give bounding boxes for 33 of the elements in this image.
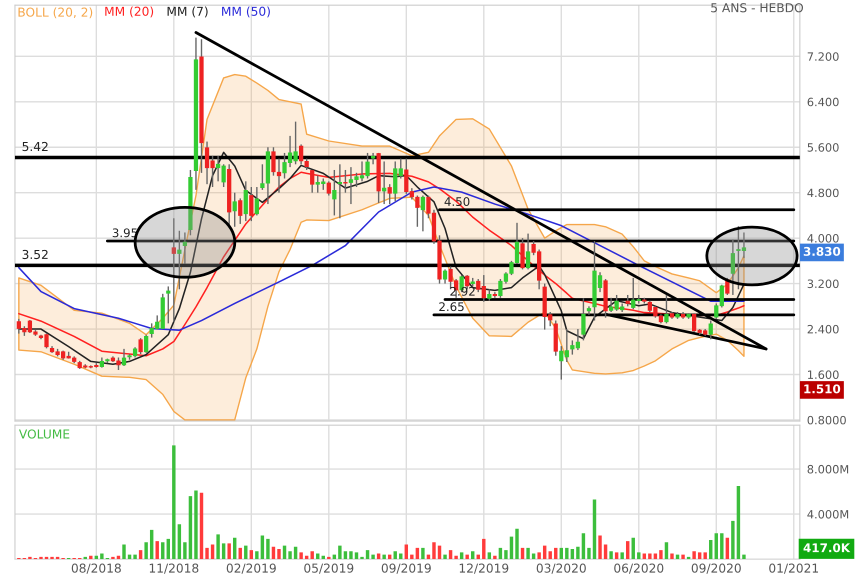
y-tick-label: 3.200: [808, 279, 839, 288]
x-tick-label: 09/2020: [692, 564, 741, 574]
series-label: 2.65: [439, 302, 464, 312]
y-tick-label: 5.600: [808, 143, 839, 152]
x-tick-label: 11/2018: [150, 564, 198, 574]
y-tick-label: 4.000: [807, 234, 839, 243]
x-tick-label: 01/2021: [769, 564, 818, 574]
x-tick-label: 05/2019: [304, 564, 354, 574]
x-tick-label: 09/2019: [382, 564, 431, 574]
ref-line-label: 5.42: [22, 142, 48, 152]
chart-title: VOLUME: [18, 429, 70, 439]
y-tick-label: 6.400: [808, 98, 839, 106]
text: 3.830: [804, 246, 840, 256]
y-tick-label: 8.000M: [808, 464, 848, 474]
y-tick-label: 0.8000: [808, 416, 846, 424]
y-tick-label: 4.800: [807, 188, 839, 198]
x-tick-label: 12/2019: [460, 564, 508, 574]
x-tick-label: 08/2018: [72, 564, 121, 574]
text: 1.510: [804, 384, 840, 394]
x-tick-label: 02/2019: [226, 564, 276, 574]
text: MM (7): [168, 6, 208, 18]
annotation: BOLL (20, 2): [18, 7, 92, 18]
x-tick-label: 03/2020: [536, 564, 586, 574]
text: 417.0K: [804, 543, 850, 552]
y-tick-label: 1.600: [808, 370, 839, 379]
y-tick-label: 4.000M: [807, 510, 848, 519]
text: MM (20): [105, 6, 154, 18]
text: MM (50): [222, 6, 270, 18]
y-tick-label: 7.200: [808, 52, 839, 61]
ref-line-label: 3.52: [22, 250, 48, 260]
annotation: 5 ANS - HEBDO: [711, 3, 804, 12]
y-tick-label: 2.400: [808, 324, 839, 334]
x-tick-label: 06/2020: [614, 564, 664, 574]
